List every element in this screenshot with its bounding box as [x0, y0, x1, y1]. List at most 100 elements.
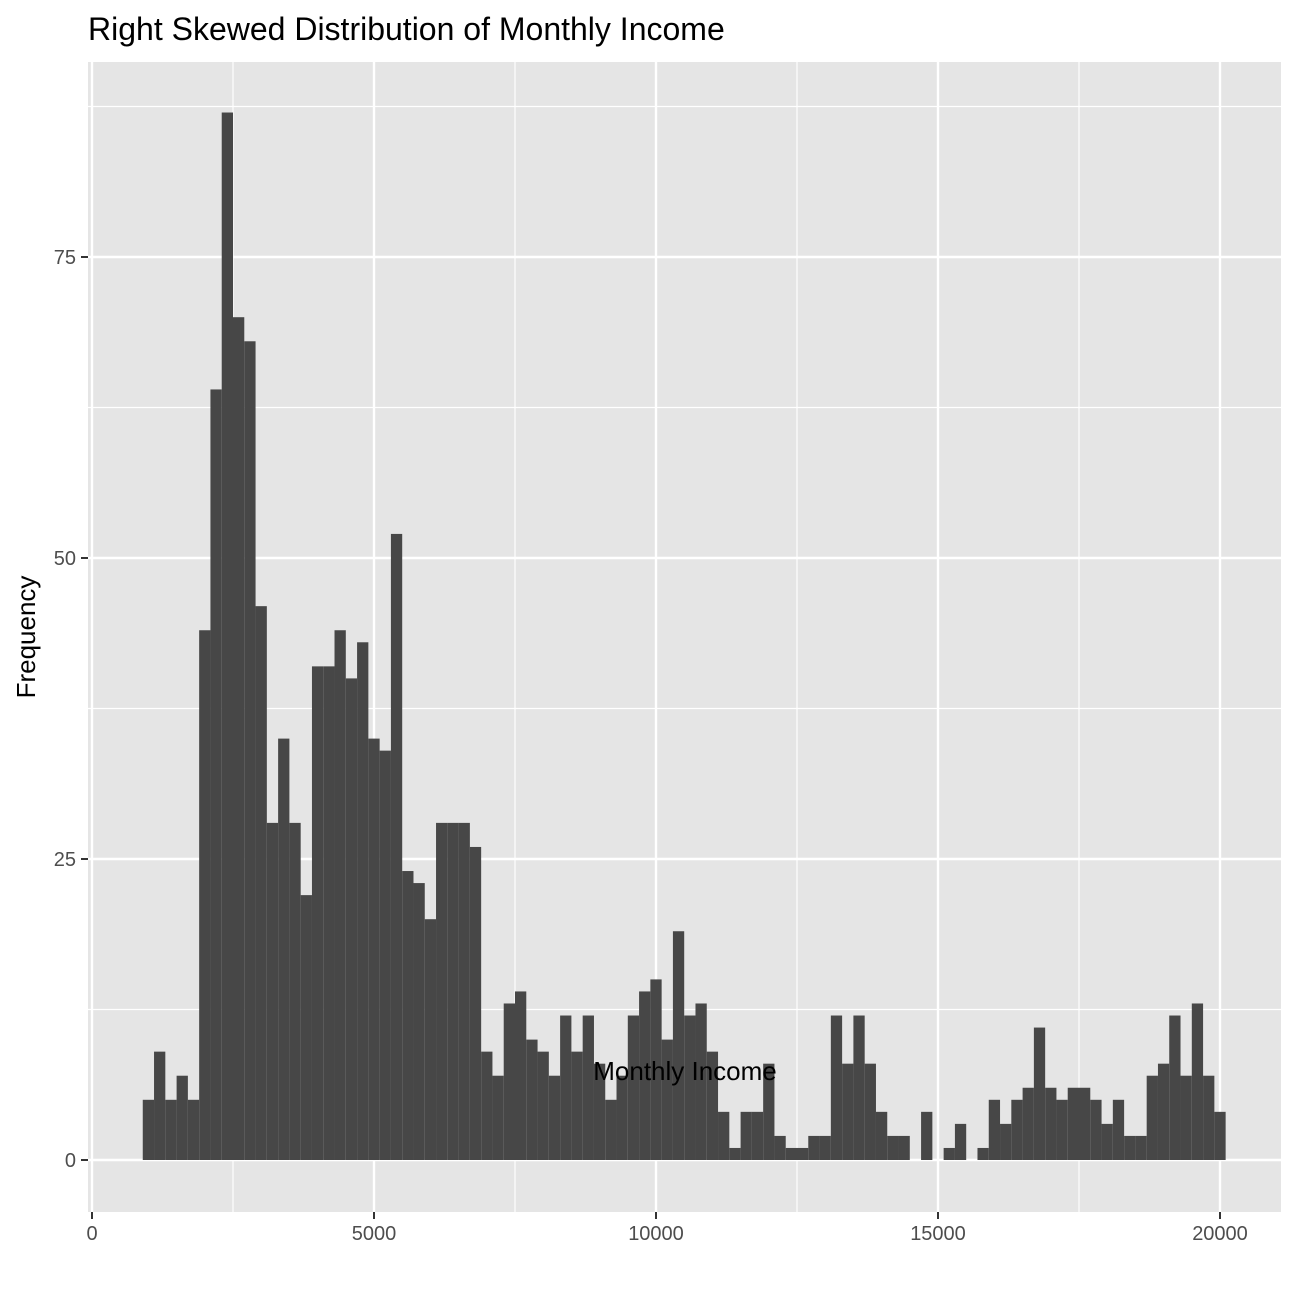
histogram-bar	[1056, 1099, 1068, 1160]
histogram-bar	[695, 1003, 707, 1160]
histogram-bar	[1112, 1099, 1125, 1160]
histogram-bar	[323, 666, 335, 1160]
histogram-bar	[1180, 1075, 1192, 1160]
y-axis-title: Frequency	[11, 576, 41, 699]
y-tick-label: 25	[54, 849, 76, 871]
histogram-bars	[142, 112, 1226, 1160]
histogram-bar	[1135, 1135, 1147, 1160]
histogram-bar	[1011, 1099, 1023, 1160]
histogram-bar	[503, 1003, 515, 1160]
histogram-bar	[548, 1075, 561, 1160]
histogram-bar	[379, 750, 391, 1160]
histogram-bar	[830, 1015, 843, 1160]
histogram-bar	[864, 1063, 876, 1160]
histogram-bar	[447, 822, 459, 1160]
histogram-bar	[819, 1135, 831, 1160]
x-tick-label: 15000	[910, 1223, 966, 1245]
histogram-bar	[300, 895, 312, 1160]
histogram-bar	[1124, 1135, 1136, 1160]
histogram-bar	[1090, 1099, 1102, 1160]
histogram-bar	[1000, 1123, 1012, 1160]
histogram-bar	[458, 822, 470, 1160]
histogram-bar	[853, 1015, 865, 1160]
histogram-bar	[345, 678, 358, 1160]
histogram-bar	[582, 1015, 594, 1160]
histogram-bar	[988, 1099, 1001, 1160]
histogram-bar	[210, 389, 222, 1160]
histogram-bar	[627, 1015, 640, 1160]
histogram-bar	[751, 1111, 764, 1160]
histogram-bar	[357, 642, 369, 1160]
histogram-bar	[1191, 1003, 1204, 1160]
histogram-bar	[1169, 1015, 1181, 1160]
histogram-bar	[593, 1063, 606, 1160]
histogram-bar	[492, 1075, 504, 1160]
histogram-bar	[255, 606, 267, 1160]
histogram-bar	[176, 1075, 188, 1160]
x-tick-label: 10000	[628, 1223, 684, 1245]
histogram-bar	[954, 1123, 967, 1160]
chart-title: Right Skewed Distribution of Monthly Inc…	[88, 11, 725, 47]
histogram-bar	[1045, 1087, 1057, 1160]
histogram-bar	[469, 846, 482, 1160]
histogram-bar	[560, 1015, 572, 1160]
histogram-bar	[571, 1051, 583, 1160]
histogram-bar	[244, 341, 256, 1160]
histogram-bar	[842, 1063, 854, 1160]
x-tick-label: 20000	[1192, 1223, 1248, 1245]
histogram-bar	[233, 317, 245, 1160]
histogram-bar	[639, 991, 651, 1160]
y-tick-label: 0	[65, 1150, 76, 1172]
histogram-bar	[368, 738, 380, 1160]
histogram-bar	[1146, 1075, 1158, 1160]
histogram-bar	[390, 533, 403, 1160]
histogram-bar	[311, 666, 324, 1160]
histogram-bar	[289, 822, 301, 1160]
histogram-bar	[1067, 1087, 1079, 1160]
x-axis: 0 5000 10000 15000 20000	[86, 1212, 1248, 1245]
histogram-bar	[334, 630, 346, 1160]
histogram-bar	[199, 630, 211, 1160]
histogram-bar	[808, 1135, 820, 1160]
histogram-bar	[424, 919, 437, 1160]
histogram-bar	[154, 1051, 166, 1160]
y-tick-label: 50	[54, 548, 76, 570]
histogram-bar	[943, 1147, 955, 1160]
histogram-bar	[785, 1147, 797, 1160]
histogram-bar	[1033, 1027, 1046, 1160]
histogram-bar	[661, 1039, 673, 1160]
y-axis: 0 25 50 75	[54, 247, 88, 1172]
histogram-bar	[875, 1111, 888, 1160]
histogram-bar	[266, 822, 279, 1160]
histogram-bar	[977, 1147, 989, 1160]
histogram-bar	[650, 979, 662, 1160]
y-tick-label: 75	[54, 247, 76, 269]
histogram-bar	[187, 1099, 200, 1160]
histogram-bar	[887, 1135, 899, 1160]
histogram-bar	[142, 1099, 155, 1160]
histogram-bar	[921, 1111, 933, 1160]
histogram-bar	[278, 738, 290, 1160]
histogram-bar	[605, 1099, 617, 1160]
histogram-bar	[1022, 1087, 1034, 1160]
histogram-bar	[165, 1099, 177, 1160]
histogram-bar	[729, 1147, 741, 1160]
x-axis-title: Monthly Income	[593, 1056, 777, 1086]
histogram-bar	[221, 112, 233, 1160]
histogram-bar	[763, 1063, 775, 1160]
x-tick-label: 5000	[352, 1223, 397, 1245]
histogram-bar	[1203, 1075, 1215, 1160]
histogram-bar	[481, 1051, 493, 1160]
histogram-bar	[898, 1135, 910, 1160]
histogram-bar	[402, 871, 414, 1160]
histogram-bar	[706, 1051, 719, 1160]
histogram-bar	[436, 822, 448, 1160]
histogram-bar	[797, 1147, 809, 1160]
histogram-bar	[1157, 1063, 1170, 1160]
histogram-bar	[774, 1135, 786, 1160]
x-tick-label: 0	[86, 1223, 97, 1245]
histogram-bar	[413, 883, 425, 1160]
histogram-bar	[526, 1039, 538, 1160]
histogram-bar	[672, 931, 685, 1160]
